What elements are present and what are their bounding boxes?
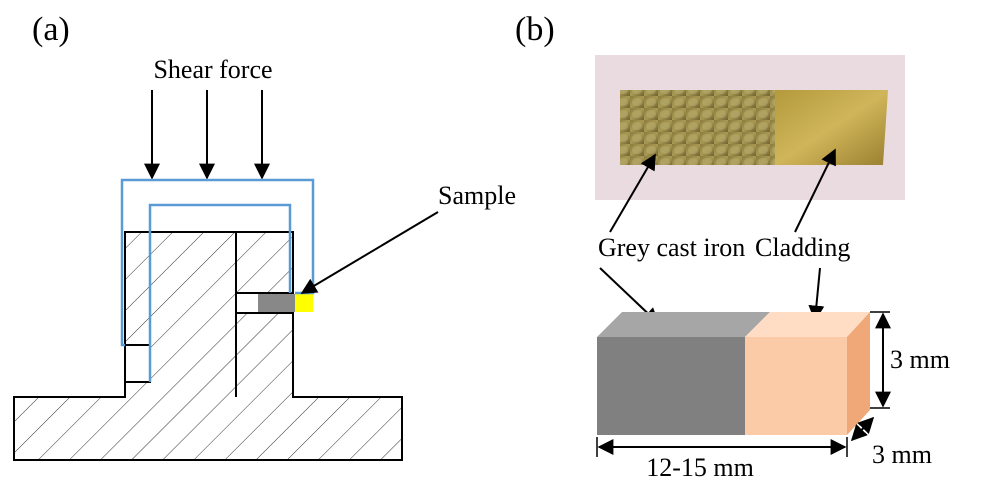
panel-label: (a) (32, 11, 70, 48)
sample-cladding (295, 294, 313, 312)
panel-label: (b) (515, 11, 555, 48)
force-label: Shear force (153, 55, 272, 84)
figure: (a) Shear force Sample (b) Grey cast iro… (0, 0, 984, 486)
sample-label: Sample (438, 181, 516, 210)
block-top-iron (597, 312, 770, 337)
notch (125, 345, 150, 382)
sample-grey (258, 294, 295, 312)
block-front-cladding (745, 337, 847, 435)
fixture (14, 232, 402, 460)
length-label: 12-15 mm (646, 453, 754, 482)
photo-cladding (775, 90, 888, 165)
sample-arrow (302, 212, 438, 293)
depth-label: 3 mm (872, 440, 932, 469)
cladding-label: Cladding (755, 233, 850, 262)
grey-label: Grey cast iron (598, 233, 745, 262)
block-front-iron (597, 337, 745, 435)
photo-iron (620, 90, 775, 165)
height-label: 3 mm (890, 345, 950, 374)
